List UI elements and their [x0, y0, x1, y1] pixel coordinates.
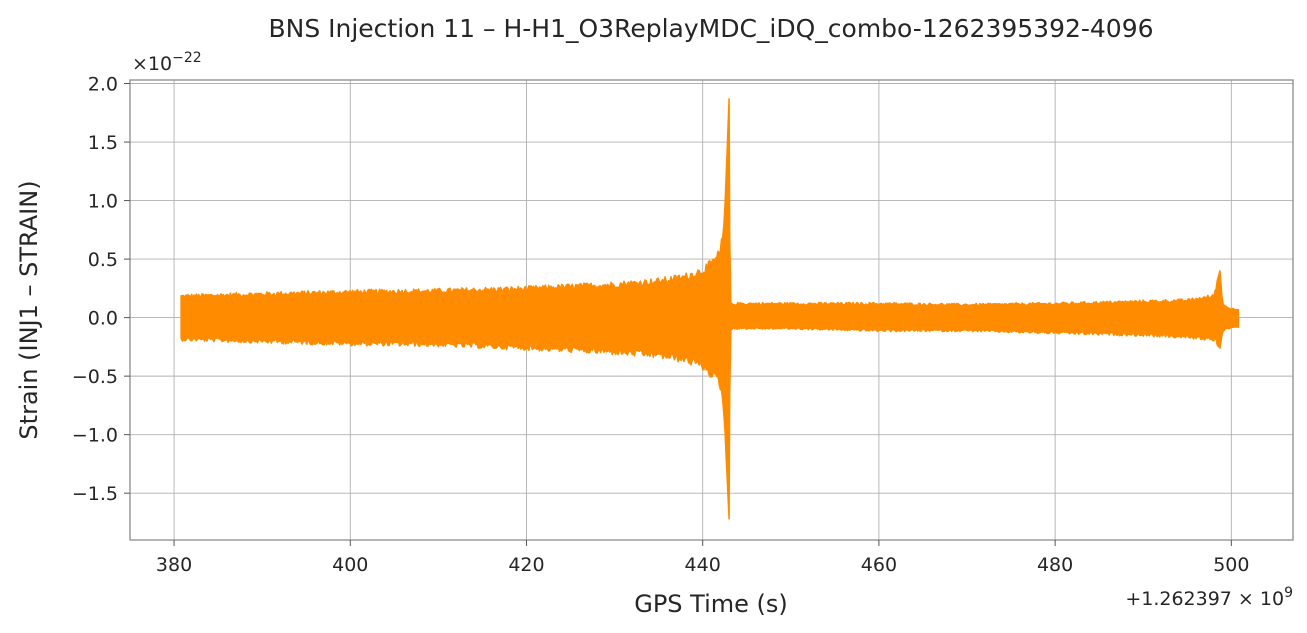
x-tick-label: 480 — [1037, 554, 1073, 576]
y-tick-label: 1.0 — [88, 191, 118, 213]
y-tick-label: −0.5 — [72, 366, 118, 388]
x-tick-label: 440 — [685, 554, 721, 576]
x-offset-base: +1.262397 × 10 — [1125, 588, 1284, 610]
y-axis-ticks: −1.5 −1.0 −0.5 0.0 0.5 1.0 1.5 2.0 — [72, 74, 130, 505]
y-tick-label: 1.5 — [88, 132, 118, 154]
y-tick-label: 0.5 — [88, 249, 118, 271]
x-offset-exponent: 9 — [1284, 585, 1293, 601]
y-scale-factor: ×10−22 — [132, 50, 202, 75]
strain-signal-envelope — [180, 97, 1240, 520]
y-axis-label: Strain (INJ1 – STRAIN) — [15, 180, 43, 439]
y-scale-base: ×10 — [132, 53, 172, 75]
y-tick-label: −1.0 — [72, 425, 118, 447]
x-tick-label: 400 — [332, 554, 368, 576]
y-tick-label: 2.0 — [88, 74, 118, 96]
x-axis-ticks: 380 400 420 440 460 480 500 — [156, 540, 1249, 576]
x-axis-label: GPS Time (s) — [634, 590, 788, 618]
plot-frame — [129, 79, 1294, 541]
y-tick-label: −1.5 — [72, 483, 118, 505]
chart-title: BNS Injection 11 – H-H1_O3ReplayMDC_iDQ_… — [268, 14, 1153, 43]
x-tick-label: 380 — [156, 554, 192, 576]
x-offset-note: +1.262397 × 109 — [1125, 585, 1293, 610]
x-tick-label: 500 — [1213, 554, 1249, 576]
x-tick-label: 460 — [861, 554, 897, 576]
y-scale-exponent: −22 — [172, 50, 202, 66]
x-tick-label: 420 — [508, 554, 544, 576]
y-tick-label: 0.0 — [88, 308, 118, 330]
